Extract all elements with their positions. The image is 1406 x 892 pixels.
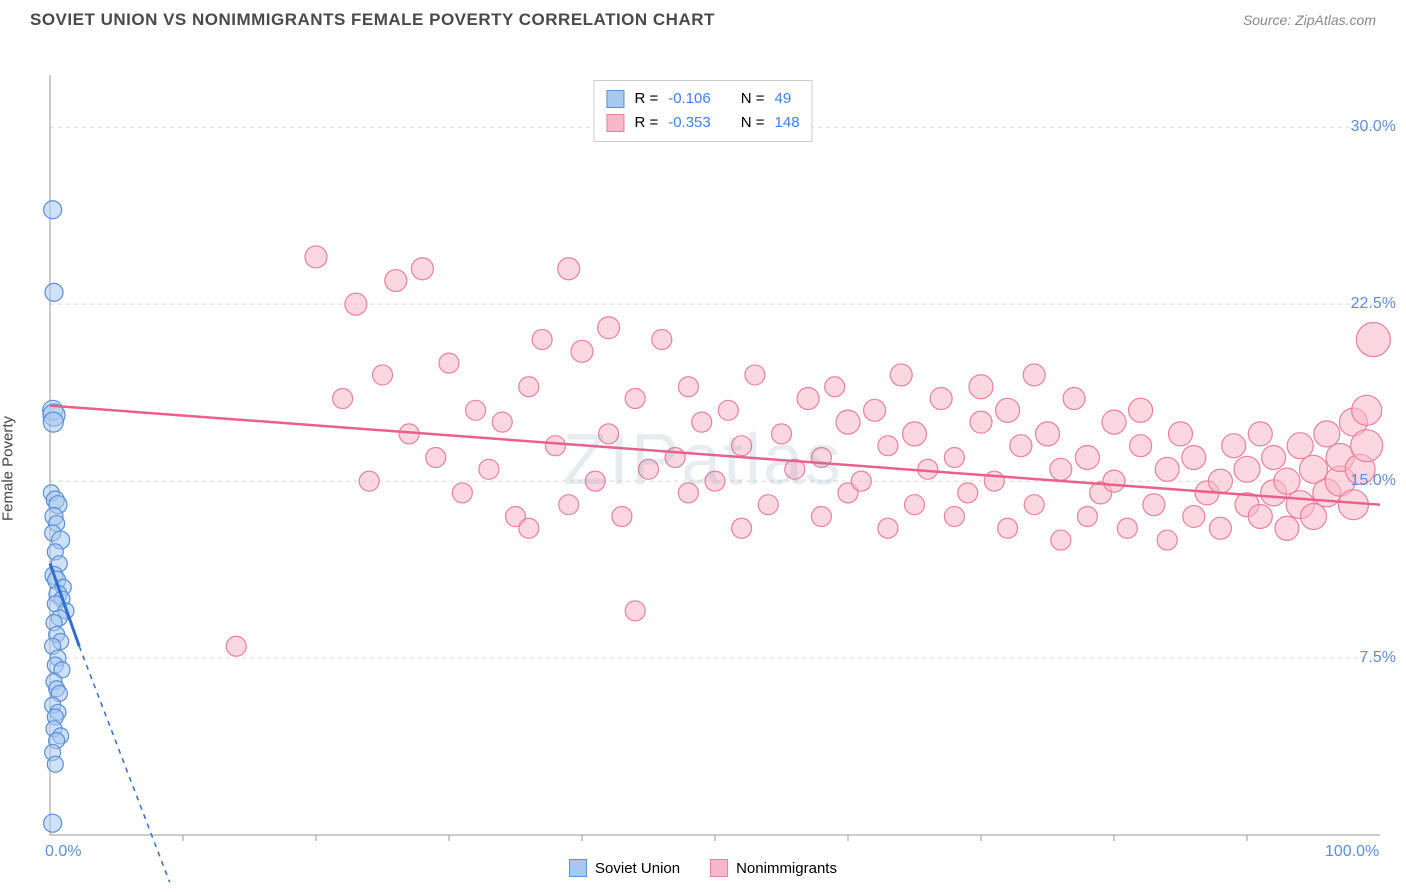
legend-label-nonimmigrants: Nonimmigrants [736, 860, 837, 877]
r-value-soviet: -0.106 [668, 87, 711, 111]
chart-header: SOVIET UNION VS NONIMMIGRANTS FEMALE POV… [0, 0, 1406, 35]
swatch-nonimmigrants [606, 114, 624, 132]
legend-item-nonimmigrants: Nonimmigrants [710, 859, 837, 877]
r-value-nonimmigrants: -0.353 [668, 111, 711, 135]
stats-row-nonimmigrants: R = -0.353 N = 148 [606, 111, 799, 135]
stats-row-soviet: R = -0.106 N = 49 [606, 87, 799, 111]
legend-label-soviet: Soviet Union [595, 860, 680, 877]
scatter-plot-svg [0, 35, 1406, 885]
n-value-soviet: 49 [775, 87, 792, 111]
source-attribution: Source: ZipAtlas.com [1243, 12, 1376, 28]
swatch-nonimmigrants [710, 859, 728, 877]
x-tick-label-max: 100.0% [1325, 843, 1379, 861]
swatch-soviet [569, 859, 587, 877]
y-tick-label: 7.5% [1360, 649, 1396, 667]
n-label: N = [741, 111, 765, 135]
x-tick-label-min: 0.0% [45, 843, 81, 861]
r-label: R = [634, 87, 658, 111]
stats-legend: R = -0.106 N = 49 R = -0.353 N = 148 [593, 80, 812, 142]
n-label: N = [741, 87, 765, 111]
series-legend: Soviet Union Nonimmigrants [569, 859, 837, 877]
legend-item-soviet: Soviet Union [569, 859, 680, 877]
y-tick-label: 30.0% [1351, 118, 1396, 136]
n-value-nonimmigrants: 148 [775, 111, 800, 135]
r-label: R = [634, 111, 658, 135]
y-tick-label: 15.0% [1351, 472, 1396, 490]
y-tick-label: 22.5% [1351, 295, 1396, 313]
swatch-soviet [606, 90, 624, 108]
chart-container: Female Poverty ZIPatlas R = -0.106 N = 4… [0, 35, 1406, 885]
chart-title: SOVIET UNION VS NONIMMIGRANTS FEMALE POV… [30, 10, 715, 30]
y-axis-label: Female Poverty [0, 416, 17, 521]
